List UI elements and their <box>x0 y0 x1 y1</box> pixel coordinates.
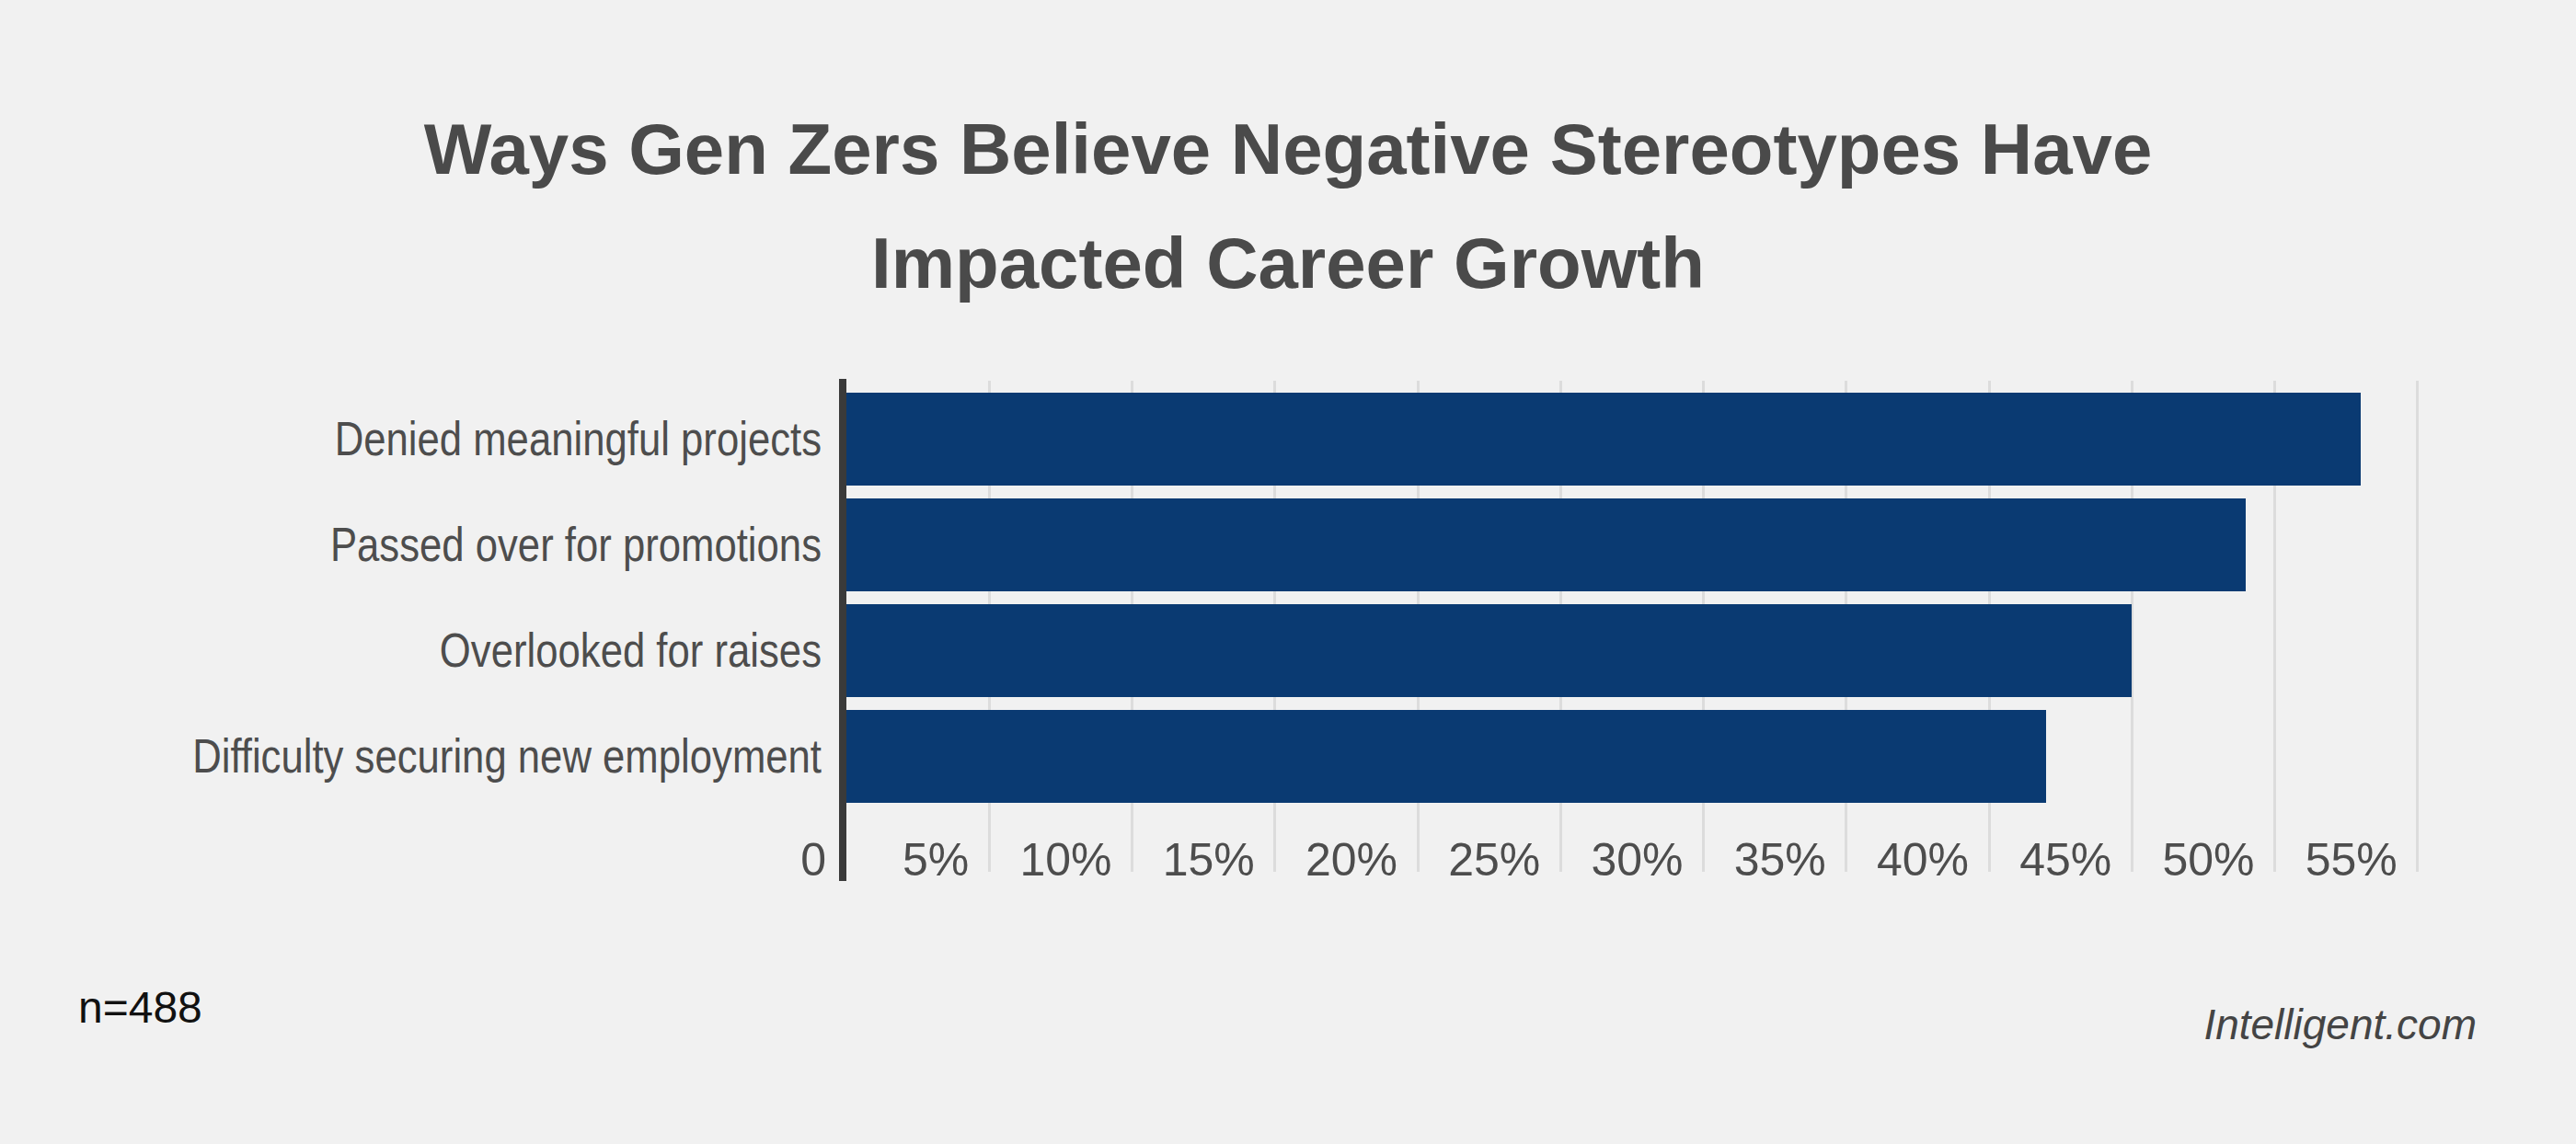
chart-page: Ways Gen Zers Believe Negative Stereotyp… <box>0 0 2576 1144</box>
source-attribution: Intelligent.com <box>2203 1001 2477 1048</box>
bar-4 <box>846 710 2046 803</box>
bar-1 <box>846 393 2361 486</box>
chart-title-line2: Impacted Career Growth <box>0 206 2576 320</box>
x-tick-label-55pct: 55% <box>2158 835 2398 885</box>
plot-area <box>846 381 2484 874</box>
category-label: Passed over for promotions <box>132 498 822 591</box>
category-label: Denied meaningful projects <box>132 393 822 486</box>
y-axis-line <box>839 379 846 881</box>
gridline-55 <box>2416 381 2419 872</box>
chart-title-line1: Ways Gen Zers Believe Negative Stereotyp… <box>0 92 2576 206</box>
bar-2 <box>846 498 2246 591</box>
category-label: Overlooked for raises <box>132 604 822 697</box>
sample-size-note: n=488 <box>78 984 202 1032</box>
chart-title: Ways Gen Zers Believe Negative Stereotyp… <box>0 92 2576 320</box>
category-label: Difficulty securing new employment <box>132 710 822 803</box>
bar-3 <box>846 604 2132 697</box>
